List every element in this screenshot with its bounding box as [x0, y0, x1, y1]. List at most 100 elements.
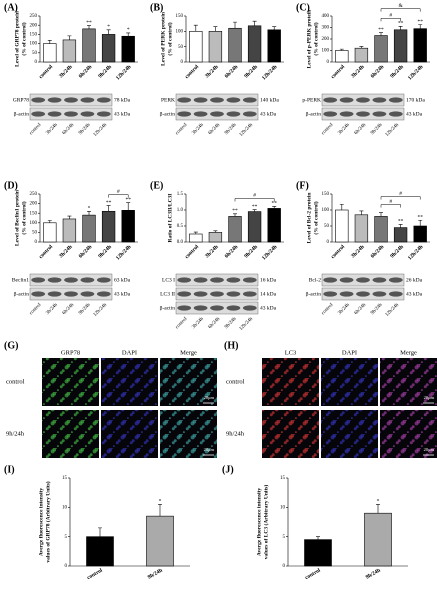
error-bar [233, 213, 237, 217]
y-tick-label: 0.5 [177, 224, 184, 229]
error-bar [193, 24, 198, 32]
error-bar [47, 39, 52, 44]
blot-band [210, 97, 224, 103]
error-bar [87, 210, 91, 216]
significance: ** [106, 200, 112, 206]
y-axis-label: Level of PERK protein [160, 12, 166, 66]
y-axis-label: Ratio of LC3II/LC3I [167, 194, 173, 243]
error-bar [379, 212, 383, 217]
blot-protein: β-actin [14, 291, 30, 297]
significance: ** [417, 19, 423, 25]
y-tick-label: 0 [327, 240, 330, 245]
x-tick-label: 9h/24h [243, 64, 258, 79]
x-tick-label: 6h/24h [78, 244, 93, 259]
x-tick-label: control [330, 64, 346, 80]
x-tick-label: 3h/24h [350, 244, 365, 259]
blot-band [31, 277, 46, 283]
significance: ** [86, 20, 92, 26]
y-tick-label: 10 [62, 505, 68, 510]
y-tick-label: 100 [176, 29, 184, 34]
blot-band [323, 97, 338, 103]
bracket [380, 18, 401, 22]
lane-label: 9h/24h [224, 316, 238, 330]
error-bar [376, 504, 380, 514]
blot-band [388, 277, 403, 283]
blot-band [226, 111, 241, 117]
y-axis-label: (% of control) [20, 22, 27, 55]
blot-band [47, 97, 62, 103]
blot-band [210, 277, 224, 283]
bar [208, 232, 223, 243]
blot-band [242, 97, 257, 103]
y-tick-label: 250 [30, 192, 38, 197]
blot-band [388, 291, 403, 297]
x-tick-label: 12h/24h [407, 64, 424, 81]
bar [304, 539, 332, 567]
y-tick-label: 100 [30, 221, 38, 226]
significance: ** [252, 204, 258, 210]
blot-band [226, 97, 241, 103]
bracket [234, 198, 275, 202]
y-axis-label: Averge fluorescence intensity [256, 488, 262, 556]
error-bar [272, 26, 277, 30]
bar [354, 214, 369, 243]
blot-band [64, 277, 78, 283]
blot-band [226, 291, 241, 297]
y-tick-label: 5 [65, 535, 68, 540]
scale-label: 20μm [204, 447, 215, 452]
error-bar [67, 215, 72, 219]
bracket [380, 204, 401, 208]
lane-label: 3h/24h [191, 122, 205, 136]
lane-label: 12h/24h [93, 302, 108, 317]
lane-label: 3h/24h [337, 302, 351, 316]
bar [189, 31, 203, 63]
error-bar [98, 527, 102, 537]
error-bar [379, 32, 383, 36]
x-tick-label: 9h/24h [389, 64, 404, 79]
error-bar [418, 24, 423, 29]
blot-kda: 170 kDa [406, 97, 425, 103]
blot-band [64, 291, 78, 297]
column-label: LC3 [285, 349, 297, 356]
lane-label: 9h/24h [224, 122, 238, 136]
panel-label: (G) [4, 340, 18, 351]
blot-band [96, 111, 111, 117]
bar [228, 216, 242, 243]
y-tick-label: 100 [322, 49, 330, 54]
blot-band [356, 291, 370, 297]
lane-label: 6h/24h [208, 122, 222, 136]
micrograph [42, 410, 99, 458]
x-tick-label: control [330, 244, 346, 260]
y-tick-label: 100 [30, 42, 38, 47]
lane-label: control [321, 122, 335, 136]
blot-protein: LC3 I [162, 277, 175, 283]
blot-band [80, 111, 95, 117]
blot-band [323, 111, 338, 117]
bracket [108, 194, 129, 198]
significance: * [88, 206, 91, 212]
error-bar [47, 220, 52, 223]
bar [101, 34, 116, 63]
significance: ** [125, 197, 131, 203]
lane-label: 9h/24h [370, 122, 384, 136]
blot-band [242, 111, 257, 117]
micrograph [262, 410, 319, 458]
blot-band [372, 111, 387, 117]
y-tick-label: 0 [35, 60, 38, 65]
x-tick-label: 3h/24h [58, 244, 73, 259]
blot-band [96, 291, 111, 297]
blot-band [177, 305, 192, 311]
y-tick-label: 1.5 [177, 192, 184, 197]
significance: ** [398, 219, 404, 225]
y-tick-label: 200 [322, 37, 330, 42]
x-tick-label: 6h/24h [224, 64, 239, 79]
blot-band [226, 277, 241, 283]
micrograph [321, 410, 378, 458]
lane-label: 6h/24h [354, 302, 368, 316]
lane-label: 12h/24h [239, 122, 254, 137]
y-tick-label: 250 [30, 14, 38, 19]
x-tick-label: 9h/24h [365, 568, 382, 581]
y-tick-label: 15 [62, 476, 68, 481]
panel-label: (I) [4, 464, 15, 475]
blot-band [356, 111, 370, 117]
